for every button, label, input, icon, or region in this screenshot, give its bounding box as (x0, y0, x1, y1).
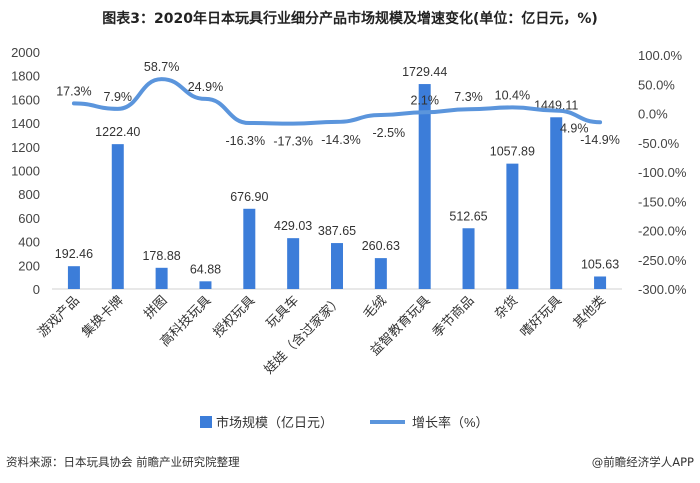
bar (374, 258, 387, 289)
bar-value-label: 387.65 (318, 224, 356, 238)
bar (111, 144, 124, 289)
y-right-tick-label: -50.0% (638, 136, 680, 151)
bar-value-label: 260.63 (362, 239, 400, 253)
y-right-tick-label: 0.0% (638, 107, 668, 122)
y-left-tick-label: 1800 (11, 69, 40, 84)
bar (418, 84, 431, 289)
x-tick-label: 毛绒 (360, 293, 389, 322)
x-tick-label: 集换卡牌 (79, 293, 126, 340)
growth-line (71, 77, 603, 126)
y-left-tick-label: 1400 (11, 116, 40, 131)
line-value-label: 10.4% (495, 88, 530, 102)
line-value-label: -17.3% (273, 135, 313, 149)
y-left-tick-label: 2000 (11, 45, 40, 60)
line-value-label: 24.9% (188, 80, 223, 94)
bar (243, 208, 256, 289)
x-tick-label: 嗜好玩具 (517, 293, 564, 340)
y-right-tick-label: 50.0% (638, 77, 675, 92)
bar (155, 267, 168, 289)
y-left-tick-label: 800 (18, 187, 40, 202)
line-value-label: 7.9% (104, 90, 133, 104)
bar-value-label: 1222.40 (95, 125, 140, 139)
bar-value-label: 676.90 (230, 190, 268, 204)
legend-bar-swatch (200, 416, 212, 428)
legend-line-label: 增长率（%） (412, 415, 489, 430)
bar (462, 228, 475, 289)
line-value-label: -14.3% (321, 133, 361, 147)
bar-value-label: 64.88 (190, 262, 221, 276)
x-tick-label: 授权玩具 (210, 293, 257, 340)
line-value-label: 2.1% (410, 93, 439, 107)
bar (550, 117, 563, 290)
chart-title: 图表3：2020年日本玩具行业细分产品市场规模及增速变化(单位：亿日元，%) (102, 11, 598, 27)
y-right-tick-label: -300.0% (638, 282, 687, 297)
bar (506, 163, 519, 289)
y-right-tick-label: -200.0% (638, 224, 687, 239)
x-tick-label: 娃娃（含过家家） (261, 293, 345, 377)
bar-value-label: 1729.44 (402, 65, 447, 79)
legend-bar-label: 市场规模（亿日元） (216, 415, 333, 430)
x-tick-label: 杂货 (492, 293, 521, 322)
y-left-tick-label: 0 (33, 282, 40, 297)
y-left-tick-label: 1200 (11, 140, 40, 155)
line-value-label: 4.9% (560, 122, 589, 136)
x-tick-label: 季节商品 (429, 293, 476, 340)
y-left-tick-label: 600 (18, 211, 40, 226)
bar (199, 281, 212, 289)
y-right-tick-label: 100.0% (638, 48, 683, 63)
source-note: 资料来源：日本玩具协会 前瞻产业研究院整理 (6, 455, 240, 469)
line-value-label: 7.3% (454, 90, 483, 104)
y-right-tick-label: -150.0% (638, 194, 687, 209)
bar-value-label: 1057.89 (490, 145, 535, 159)
line-value-label: -16.3% (226, 134, 266, 148)
y-left-tick-label: 1000 (11, 164, 40, 179)
bar (287, 238, 300, 289)
y-right-tick-label: -250.0% (638, 253, 687, 268)
x-tick-label: 其他类 (570, 293, 608, 331)
bar (594, 276, 607, 289)
bar-value-label: 429.03 (274, 219, 312, 233)
line-value-label: 17.3% (56, 84, 91, 98)
line-value-label: -14.9% (580, 133, 620, 147)
bar (331, 243, 343, 289)
bar-value-label: 105.63 (581, 257, 619, 271)
y-left-tick-label: 1600 (11, 92, 40, 107)
bar (67, 266, 80, 289)
bar-value-label: 178.88 (142, 249, 180, 263)
y-right-tick-label: -100.0% (638, 165, 687, 180)
line-value-label: 58.7% (144, 60, 179, 74)
line-value-label: -2.5% (373, 126, 406, 140)
x-tick-label: 拼图 (141, 293, 170, 322)
brand-credit: @前瞻经济学人APP (591, 455, 694, 469)
x-tick-label: 游戏产品 (35, 293, 82, 340)
bar-value-label: 512.65 (449, 209, 487, 223)
x-tick-label: 玩具车 (263, 293, 301, 331)
bar-value-label: 192.46 (55, 247, 93, 261)
y-left-tick-label: 200 (18, 258, 40, 273)
y-left-tick-label: 400 (18, 235, 40, 250)
